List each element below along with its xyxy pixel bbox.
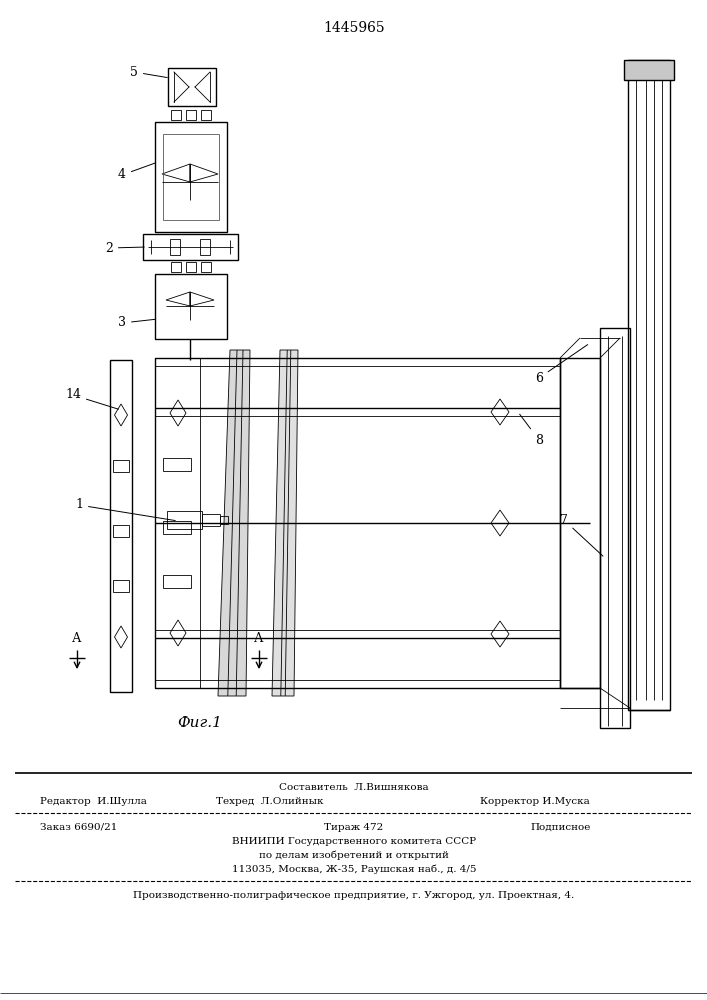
Text: Тираж 472: Тираж 472 <box>325 822 384 832</box>
Text: Фиг.1: Фиг.1 <box>177 716 223 730</box>
Bar <box>220 516 228 524</box>
Text: по делам изобретений и открытий: по делам изобретений и открытий <box>259 850 449 860</box>
Bar <box>202 514 220 526</box>
Text: 1: 1 <box>75 498 175 521</box>
Text: 6: 6 <box>535 345 588 384</box>
Text: 7: 7 <box>560 514 603 556</box>
Bar <box>163 458 191 471</box>
Bar <box>201 110 211 120</box>
Text: 14: 14 <box>65 388 118 409</box>
Bar <box>155 358 560 688</box>
Bar <box>624 60 674 80</box>
Text: Заказ 6690/21: Заказ 6690/21 <box>40 822 117 832</box>
Bar <box>113 525 129 537</box>
Bar <box>600 328 630 728</box>
Text: 2: 2 <box>105 241 144 254</box>
Text: Редактор  И.Шулла: Редактор И.Шулла <box>40 796 147 806</box>
Bar <box>628 60 670 710</box>
Bar <box>167 511 202 529</box>
Bar <box>170 239 180 255</box>
Bar <box>163 134 219 220</box>
Text: ВНИИПИ Государственного комитета СССР: ВНИИПИ Государственного комитета СССР <box>232 836 476 846</box>
Bar <box>155 274 227 339</box>
Polygon shape <box>272 350 298 696</box>
Bar <box>201 262 211 272</box>
Bar <box>155 358 200 688</box>
Bar <box>186 110 196 120</box>
Text: 5: 5 <box>130 66 168 79</box>
Bar <box>171 110 181 120</box>
Bar <box>163 521 191 534</box>
Text: 3: 3 <box>118 316 156 330</box>
Text: Производственно-полиграфическое предприятие, г. Ужгород, ул. Проектная, 4.: Производственно-полиграфическое предприя… <box>134 890 575 900</box>
Bar <box>171 262 181 272</box>
Text: 1445965: 1445965 <box>323 21 385 35</box>
Bar <box>200 239 210 255</box>
Text: 4: 4 <box>118 163 156 182</box>
Text: А: А <box>72 632 82 645</box>
Text: Техред  Л.Олийнык: Техред Л.Олийнык <box>216 796 324 806</box>
Text: А: А <box>255 632 264 645</box>
Bar <box>560 358 600 688</box>
Bar <box>168 68 216 106</box>
Bar <box>143 234 238 260</box>
Text: Подписное: Подписное <box>530 822 590 832</box>
Bar <box>113 580 129 592</box>
Bar <box>163 575 191 588</box>
Bar <box>155 122 227 232</box>
Polygon shape <box>218 350 250 696</box>
Bar <box>186 262 196 272</box>
Text: 8: 8 <box>520 414 543 446</box>
Text: Корректор И.Муска: Корректор И.Муска <box>480 796 590 806</box>
Text: Составитель  Л.Вишнякова: Составитель Л.Вишнякова <box>279 782 429 792</box>
Text: 113035, Москва, Ж-35, Раушская наб., д. 4/5: 113035, Москва, Ж-35, Раушская наб., д. … <box>232 864 477 874</box>
Bar <box>113 460 129 472</box>
Bar <box>110 360 132 692</box>
